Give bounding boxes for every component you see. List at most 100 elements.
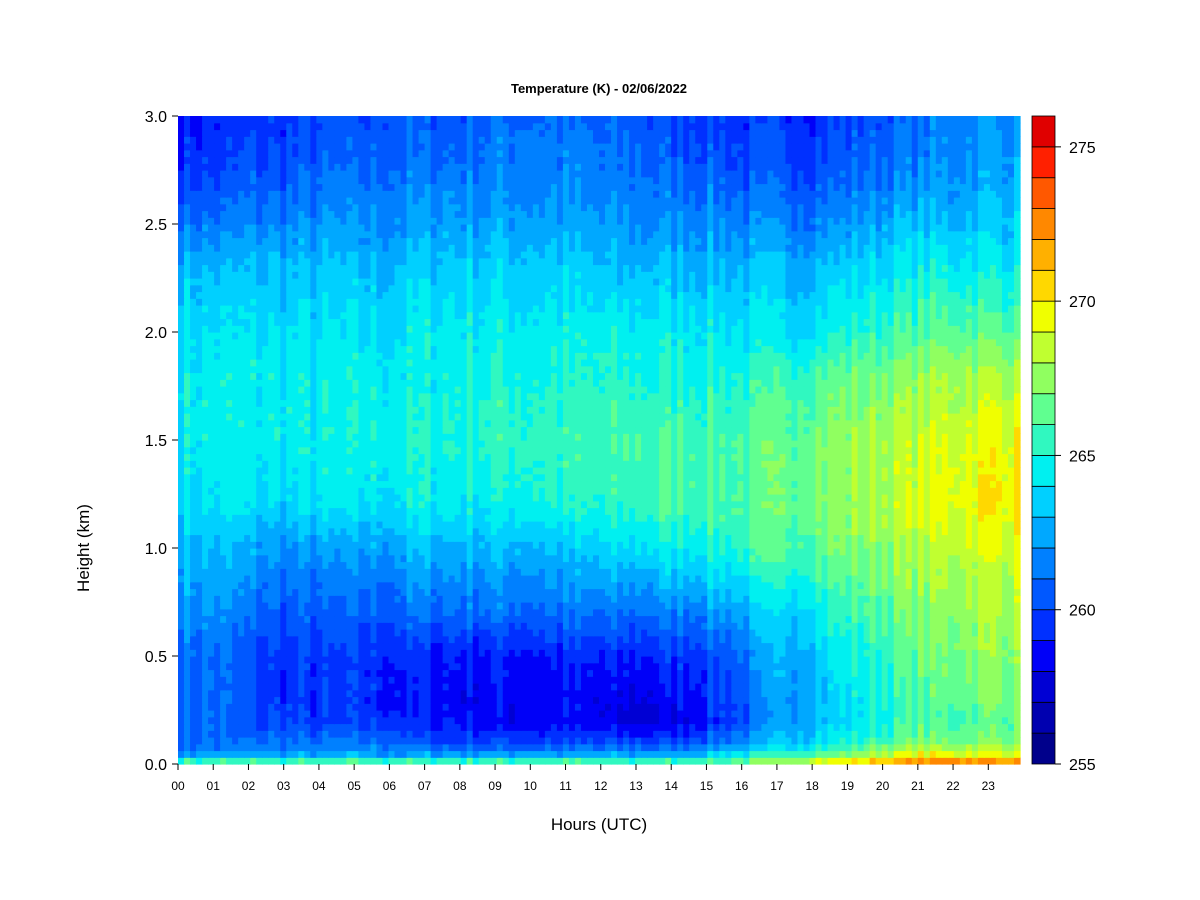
heatmap-cell: [815, 710, 823, 718]
heatmap-cell: [370, 629, 378, 637]
heatmap-cell: [815, 750, 823, 758]
heatmap-cell: [466, 588, 474, 596]
heatmap-cell: [178, 696, 185, 704]
heatmap-cell: [713, 595, 720, 603]
heatmap-cell: [466, 683, 474, 691]
heatmap-cell: [196, 602, 203, 610]
heatmap-cell: [881, 541, 889, 549]
heatmap-cell: [214, 554, 221, 563]
heatmap-cell: [791, 723, 799, 731]
heatmap-cell: [196, 669, 203, 677]
heatmap-cell: [406, 642, 414, 650]
heatmap-cell: [214, 568, 221, 576]
heatmap-cell: [833, 683, 841, 691]
heatmap-cell: [923, 602, 931, 610]
heatmap-cell: [436, 588, 444, 596]
heatmap-cell: [184, 743, 191, 752]
heatmap-cell: [370, 588, 378, 596]
heatmap-cell: [514, 716, 522, 725]
heatmap-cell: [322, 716, 329, 725]
heatmap-cell: [941, 554, 949, 563]
heatmap-cell: [845, 602, 853, 610]
heatmap-cell: [208, 689, 215, 698]
heatmap-cell: [869, 669, 877, 677]
heatmap-cell: [713, 554, 720, 563]
heatmap-cell: [460, 608, 468, 617]
heatmap-cell: [328, 595, 335, 603]
heatmap-cell: [869, 689, 877, 698]
heatmap-cell: [995, 676, 1003, 684]
heatmap-cell: [400, 588, 408, 596]
heatmap-cell: [322, 635, 329, 644]
heatmap-cell: [941, 683, 949, 691]
heatmap-cell: [196, 716, 203, 725]
heatmap-cell: [683, 737, 690, 745]
heatmap-cell: [995, 581, 1003, 590]
heatmap-cell: [376, 716, 384, 725]
heatmap-cell: [262, 757, 269, 765]
heatmap-cell: [635, 534, 642, 542]
heatmap-cell: [442, 723, 450, 731]
heatmap-cell: [220, 568, 227, 576]
heatmap-cell: [977, 716, 985, 725]
heatmap-cell: [983, 548, 991, 556]
heatmap-cell: [821, 683, 829, 691]
heatmap-cell: [544, 703, 552, 711]
heatmap-cell: [971, 629, 979, 637]
heatmap-cell: [797, 696, 805, 704]
heatmap-cell: [418, 642, 426, 650]
heatmap-cell: [226, 642, 233, 650]
heatmap-cell: [562, 710, 570, 718]
heatmap-cell: [466, 662, 474, 671]
heatmap-cell: [851, 581, 859, 590]
heatmap-cell: [232, 662, 239, 671]
heatmap-cell: [364, 730, 372, 738]
heatmap-cell: [611, 548, 618, 556]
heatmap-cell: [328, 662, 335, 671]
heatmap-cell: [490, 662, 498, 671]
heatmap-cell: [274, 750, 281, 758]
heatmap-cell: [382, 534, 390, 542]
heatmap-cell: [977, 656, 985, 664]
heatmap-cell: [370, 716, 378, 725]
heatmap-cell: [959, 703, 967, 711]
heatmap-cell: [244, 723, 251, 731]
heatmap-cell: [520, 575, 528, 583]
heatmap-cell: [268, 642, 275, 650]
heatmap-cell: [436, 669, 444, 677]
heatmap-cell: [358, 716, 366, 725]
heatmap-cell: [671, 527, 678, 536]
heatmap-cell: [346, 750, 354, 758]
heatmap-cell: [412, 521, 420, 529]
heatmap-cell: [989, 689, 997, 698]
heatmap-cell: [833, 656, 841, 664]
heatmap-cell: [436, 622, 444, 630]
heatmap-cell: [430, 750, 438, 758]
heatmap-cell: [562, 750, 570, 758]
heatmap-cell: [857, 588, 865, 596]
heatmap-cell: [755, 595, 762, 603]
heatmap-cell: [725, 595, 732, 603]
heatmap-cell: [526, 703, 534, 711]
heatmap-cell: [629, 581, 636, 590]
heatmap-cell: [466, 730, 474, 738]
heatmap-cell: [827, 534, 835, 542]
heatmap-cell: [971, 588, 979, 596]
heatmap-cell: [310, 521, 317, 529]
heatmap-cell: [238, 595, 245, 603]
heatmap-cell: [424, 710, 432, 718]
heatmap-cell: [406, 608, 414, 617]
heatmap-cell: [845, 730, 853, 738]
heatmap-cell: [538, 554, 546, 563]
heatmap-cell: [767, 743, 775, 752]
heatmap-cell: [1007, 541, 1015, 549]
heatmap-cell: [785, 662, 793, 671]
heatmap-cell: [779, 534, 787, 542]
heatmap-cell: [544, 581, 552, 590]
heatmap-cell: [436, 683, 444, 691]
heatmap-cell: [635, 649, 642, 657]
heatmap-cell: [364, 703, 372, 711]
heatmap-cell: [178, 710, 185, 718]
heatmap-cell: [190, 527, 197, 536]
heatmap-cell: [388, 608, 396, 617]
